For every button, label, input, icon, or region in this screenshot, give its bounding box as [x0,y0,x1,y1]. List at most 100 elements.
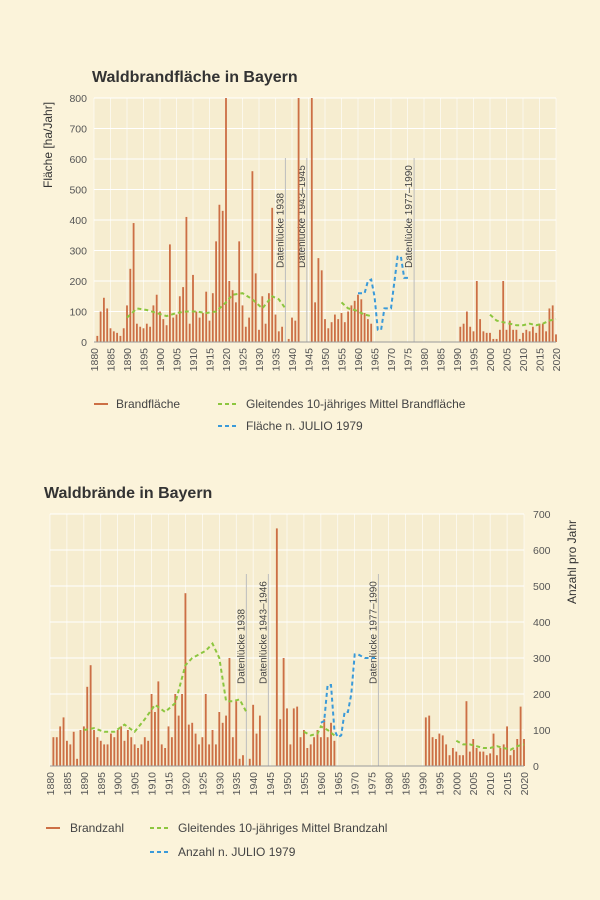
x-tick-label: 1945 [304,348,316,372]
bar [340,313,343,342]
x-tick-label: 1900 [113,772,125,796]
bar [441,735,444,766]
x-tick-label: 2005 [502,348,514,372]
bar [316,730,319,766]
bar [159,311,161,342]
bar [495,755,498,766]
bar [214,744,217,766]
bar [485,332,488,342]
bar [208,744,211,766]
bar [485,755,488,766]
bar [323,719,326,766]
bar [515,329,518,342]
x-tick-label: 1900 [155,348,167,372]
y-tick-label: 300 [69,246,87,258]
x-tick-label: 1990 [417,772,429,796]
bar [140,744,143,766]
bar [479,751,481,766]
bar [133,744,136,766]
bar [275,528,278,766]
bar [512,749,515,766]
bar [112,331,115,342]
bar [120,726,123,766]
bar [271,207,274,342]
x-tick-label: 2000 [451,772,463,796]
bar [231,737,234,766]
bar [65,740,68,766]
bar [531,326,534,342]
bar [366,319,369,342]
bar [99,740,102,766]
bar [528,331,531,342]
bar [116,730,119,766]
x-tick-label: 1950 [320,348,332,372]
bar [459,326,462,342]
bar [164,748,167,766]
y-tick-label: 0 [81,337,87,349]
bar [208,320,211,342]
bar [277,331,280,342]
bar [326,737,329,766]
data-gap-label: Datenlücke 1977–1990 [404,165,415,268]
bar [505,329,508,342]
bar [314,302,317,342]
bar [279,719,282,766]
bar [228,658,231,766]
bar [59,726,62,766]
bar [516,739,519,766]
bar [482,331,485,342]
bar [160,744,163,766]
x-tick-label: 1965 [333,772,345,796]
bar [182,287,185,342]
bar [109,328,112,342]
bar [228,281,231,342]
data-gap-label: Datenlücke 1938 [236,609,247,684]
bar [261,296,264,342]
bar [221,722,224,766]
x-tick-label: 1985 [436,348,448,372]
y-tick-label: 400 [69,215,87,227]
bar [324,319,326,342]
bar [264,323,267,342]
bar [489,753,492,766]
bar [302,730,305,766]
chart-area-burned: Waldbrandfläche in Bayern Fläche [ha/Jah… [41,69,563,433]
legend-label: Brandzahl [70,821,124,835]
bar [502,281,505,342]
bar [62,717,65,766]
bar [102,297,105,342]
plot-area: Datenlücke 1938 Datenlücke 1943–1946 Daten… [45,509,551,795]
y-tick-label: 300 [533,653,551,665]
moving-average-line [455,739,525,751]
x-tick-label: 1880 [89,348,101,372]
bar [195,311,198,342]
x-tick-label: 1935 [271,348,283,372]
legend-label: Anzahl n. JULIO 1979 [178,845,296,859]
x-tick-label: 1950 [282,772,294,796]
bar [431,737,434,766]
bar [119,335,122,342]
julio-line [358,255,411,331]
x-tick-label: 1955 [337,348,349,372]
bar [201,737,204,766]
bar [135,323,138,342]
bar [82,726,85,766]
bar [218,204,221,342]
bar [204,694,207,766]
bar [242,755,244,766]
bar [99,311,102,342]
y-axis-label: Fläche [ha/Jahr] [41,102,55,188]
bar [181,694,183,766]
x-tick-label: 1905 [130,772,142,796]
x-tick-label: 2015 [502,772,514,796]
bar [172,317,175,342]
bar [498,329,501,342]
bar [281,326,284,342]
bar [110,733,112,766]
bar [147,740,150,766]
moving-average-line [489,313,557,327]
y-tick-label: 200 [533,689,551,701]
bar [282,658,285,766]
bar [55,737,58,766]
x-tick-label: 1925 [197,772,209,796]
